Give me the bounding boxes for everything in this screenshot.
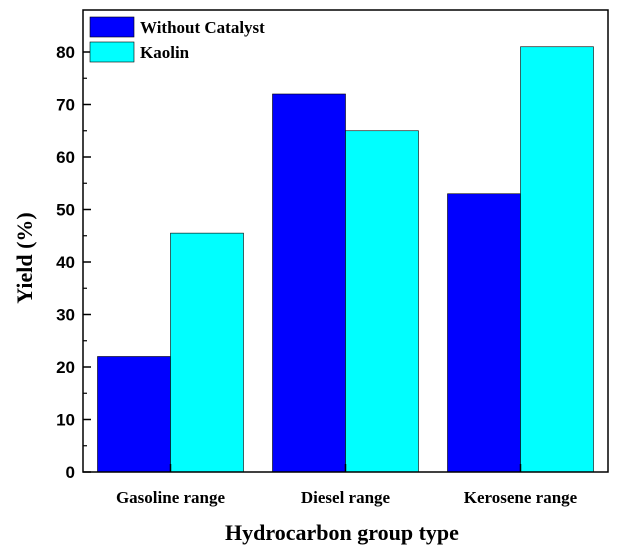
- y-tick-label: 30: [56, 306, 75, 325]
- y-tick-label: 80: [56, 43, 75, 62]
- legend-label: Kaolin: [140, 43, 190, 62]
- y-tick-label: 60: [56, 148, 75, 167]
- y-tick-label: 40: [56, 253, 75, 272]
- y-axis-title: Yield (%): [12, 212, 37, 303]
- legend-label: Without Catalyst: [140, 18, 265, 37]
- bar-without-catalyst-0: [97, 356, 171, 473]
- bar-without-catalyst-2: [447, 193, 521, 473]
- x-category-label: Gasoline range: [116, 488, 226, 507]
- x-axis: Gasoline range Diesel range Kerosene range: [116, 464, 578, 507]
- bar-kaolin-1: [345, 130, 419, 473]
- legend: Without Catalyst Kaolin: [89, 16, 265, 63]
- y-tick-label: 70: [56, 96, 75, 115]
- bar-kaolin-0: [170, 232, 244, 473]
- x-category-label: Kerosene range: [464, 488, 578, 507]
- legend-swatch: [89, 41, 135, 63]
- x-axis-title: Hydrocarbon group type: [225, 520, 459, 545]
- x-category-label: Diesel range: [301, 488, 391, 507]
- y-tick-label: 10: [56, 411, 75, 430]
- bars-layer: [97, 46, 594, 473]
- y-tick-label: 20: [56, 358, 75, 377]
- bar-without-catalyst-1: [272, 93, 346, 473]
- bar-kaolin-2: [520, 46, 594, 473]
- y-tick-label: 0: [66, 463, 75, 482]
- y-axis: 0 10 20 30 40 50 60 70 80: [56, 43, 91, 482]
- legend-swatch: [89, 16, 135, 38]
- y-tick-label: 50: [56, 201, 75, 220]
